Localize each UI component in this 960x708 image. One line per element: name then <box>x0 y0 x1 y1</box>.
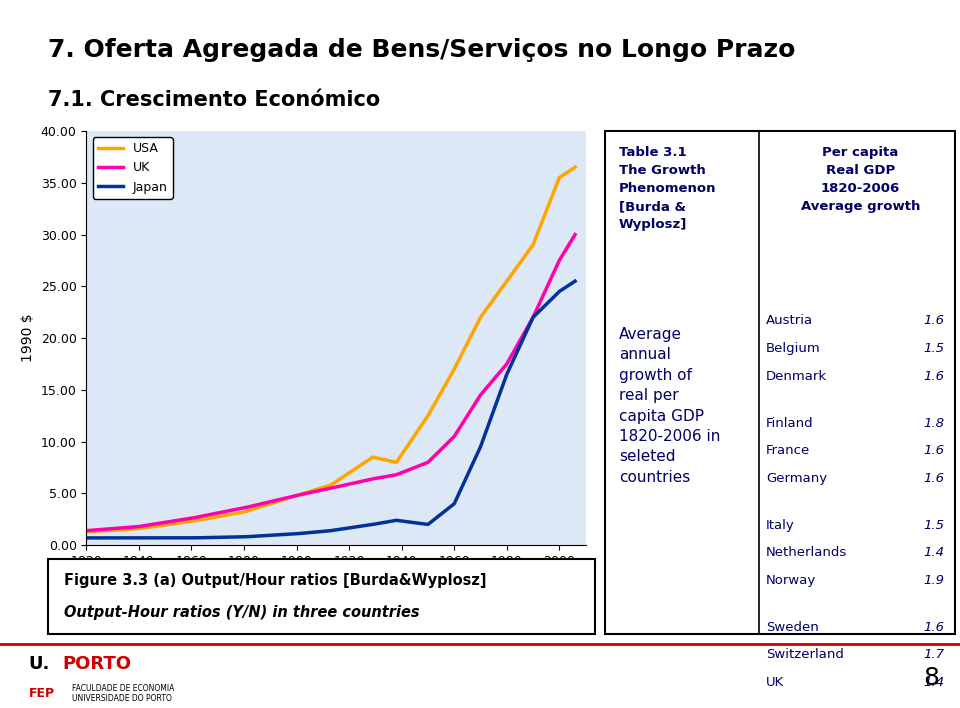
Text: 7.1. Crescimento Económico: 7.1. Crescimento Económico <box>48 90 380 110</box>
Japan <box>569 277 581 285</box>
UK <box>401 467 413 475</box>
Text: 1.4: 1.4 <box>924 546 945 559</box>
Text: 7. Oferta Agregada de Bens/Serviços no Longo Prazo: 7. Oferta Agregada de Bens/Serviços no L… <box>48 38 796 62</box>
Text: U.: U. <box>29 656 50 673</box>
Text: France: France <box>766 444 810 457</box>
Text: 1.6: 1.6 <box>924 444 945 457</box>
Japan <box>185 534 197 542</box>
UK <box>99 525 110 533</box>
UK <box>81 527 92 535</box>
USA <box>475 313 487 321</box>
Y-axis label: 1990 $: 1990 $ <box>21 314 36 362</box>
USA <box>81 527 92 536</box>
Text: 1.6: 1.6 <box>924 314 945 328</box>
Text: Austria: Austria <box>766 314 813 328</box>
Japan <box>99 534 110 542</box>
USA <box>569 163 581 171</box>
Line: UK: UK <box>86 234 575 531</box>
Text: 1.6: 1.6 <box>924 472 945 485</box>
Text: Sweden: Sweden <box>766 621 819 634</box>
Legend: USA, UK, Japan: USA, UK, Japan <box>93 137 173 199</box>
UK <box>185 514 197 523</box>
UK <box>569 230 581 239</box>
Text: Norway: Norway <box>766 574 816 587</box>
USA <box>480 306 492 314</box>
Text: 1.6: 1.6 <box>924 370 945 383</box>
Line: Japan: Japan <box>86 281 575 538</box>
Text: Netherlands: Netherlands <box>766 546 848 559</box>
Text: Denmark: Denmark <box>766 370 828 383</box>
Text: 1.7: 1.7 <box>924 649 945 661</box>
Text: Belgium: Belgium <box>766 342 821 355</box>
USA <box>99 526 110 535</box>
Text: Germany: Germany <box>766 472 828 485</box>
Line: USA: USA <box>86 167 575 532</box>
FancyBboxPatch shape <box>48 559 595 634</box>
Text: Figure 3.3 (a) Output/Hour ratios [Burda&Wyplosz]: Figure 3.3 (a) Output/Hour ratios [Burda… <box>64 573 487 588</box>
Text: Output-Hour ratios (Y/N) in three countries: Output-Hour ratios (Y/N) in three countr… <box>64 605 420 620</box>
USA <box>185 517 197 525</box>
UK <box>317 486 328 494</box>
Text: Table 3.1
The Growth
Phenomenon
[Burda &
Wyplosz]: Table 3.1 The Growth Phenomenon [Burda &… <box>619 146 716 231</box>
Japan <box>401 518 413 526</box>
Text: FEP: FEP <box>29 687 55 700</box>
Japan <box>81 534 92 542</box>
Text: 1.9: 1.9 <box>924 574 945 587</box>
FancyBboxPatch shape <box>605 131 955 634</box>
Text: 1.5: 1.5 <box>924 342 945 355</box>
Text: UK: UK <box>766 676 784 689</box>
UK <box>475 391 487 399</box>
Text: 1.6: 1.6 <box>924 621 945 634</box>
Text: 1.5: 1.5 <box>924 518 945 532</box>
USA <box>401 442 413 451</box>
UK <box>480 384 492 393</box>
Text: PORTO: PORTO <box>62 656 132 673</box>
Text: Switzerland: Switzerland <box>766 649 844 661</box>
Text: Per capita
Real GDP
1820-2006
Average growth: Per capita Real GDP 1820-2006 Average gr… <box>801 146 921 213</box>
USA <box>317 484 328 492</box>
Text: 8: 8 <box>924 666 939 690</box>
Text: 1.8: 1.8 <box>924 416 945 430</box>
Text: Italy: Italy <box>766 518 795 532</box>
Japan <box>480 428 492 437</box>
Text: FACULDADE DE ECONOMIA
UNIVERSIDADE DO PORTO: FACULDADE DE ECONOMIA UNIVERSIDADE DO PO… <box>72 683 175 703</box>
Text: Finland: Finland <box>766 416 814 430</box>
Text: Average
annual
growth of
real per
capita GDP
1820-2006 in
seleted
countries: Average annual growth of real per capita… <box>619 327 720 485</box>
Japan <box>317 527 328 536</box>
Text: 1.4: 1.4 <box>924 676 945 689</box>
Japan <box>475 442 487 451</box>
